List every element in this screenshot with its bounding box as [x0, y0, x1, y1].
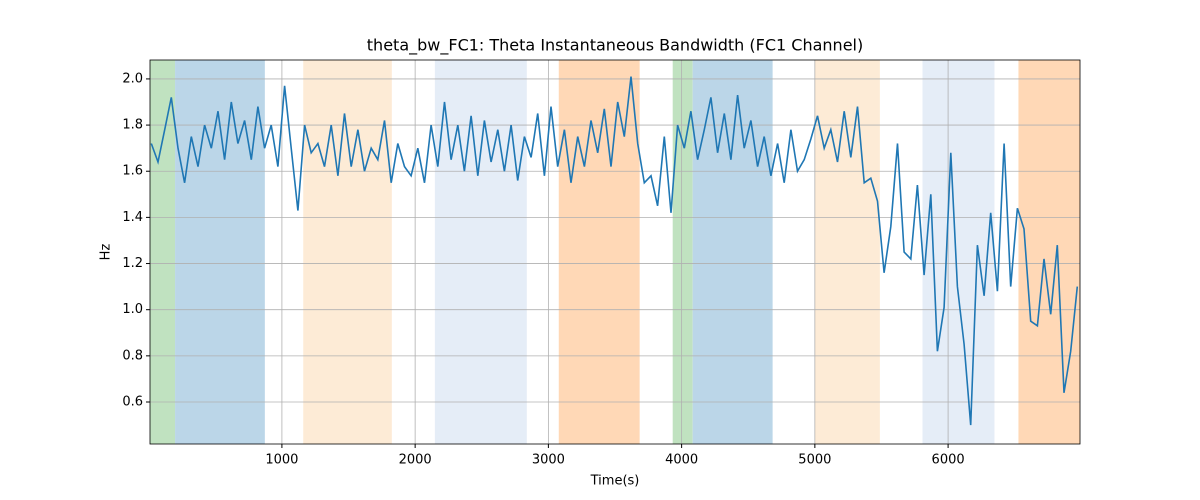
data-line: [150, 76, 1079, 426]
y-tick-label: 1.4: [122, 210, 143, 225]
x-axis-label: Time(s): [590, 474, 640, 489]
x-tick-label: 3000: [532, 453, 565, 468]
chart-title: theta_bw_FC1: Theta Instantaneous Bandwi…: [367, 36, 863, 56]
y-axis-label: Hz: [99, 244, 114, 261]
x-tick-label: 4000: [665, 453, 698, 468]
y-tick-label: 2.0: [122, 71, 143, 86]
y-tick-label: 1.8: [122, 118, 143, 133]
plot-frame: [149, 59, 1081, 445]
shaded-span: [922, 60, 995, 444]
shaded-span: [303, 60, 392, 444]
y-tick-label: 0.8: [122, 348, 143, 363]
x-tick-label: 6000: [932, 453, 965, 468]
y-tick-label: 1.6: [122, 164, 143, 179]
y-tick-label: 1.2: [122, 256, 143, 271]
shaded-span: [672, 60, 693, 444]
shaded-span: [150, 60, 176, 444]
x-tick-label: 1000: [265, 453, 298, 468]
shaded-span: [434, 60, 527, 444]
y-tick-label: 1.0: [122, 302, 143, 317]
shaded-span: [814, 60, 880, 444]
y-tick-label: 0.6: [122, 395, 143, 410]
x-tick-label: 5000: [798, 453, 831, 468]
shaded-span: [175, 60, 265, 444]
shaded-span: [692, 60, 773, 444]
shaded-span: [558, 60, 640, 444]
x-tick-label: 2000: [399, 453, 432, 468]
shaded-span: [1018, 60, 1080, 444]
